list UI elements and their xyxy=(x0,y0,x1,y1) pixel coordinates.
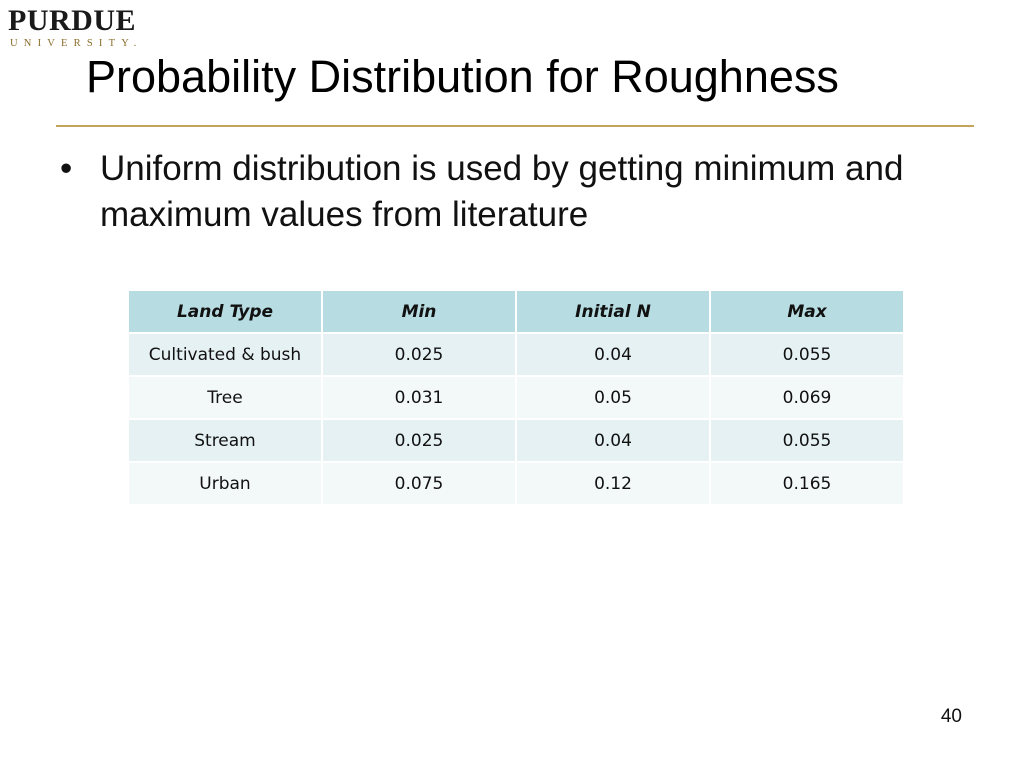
bullet-marker: • xyxy=(60,149,73,188)
cell-max: 0.069 xyxy=(709,375,905,420)
header-land-type: Land Type xyxy=(127,289,323,334)
cell-initial-n: 0.05 xyxy=(515,375,711,420)
table-row: Stream 0.025 0.04 0.055 xyxy=(127,418,905,463)
purdue-logo: PURDUE UNIVERSITY. xyxy=(8,4,148,52)
cell-max: 0.055 xyxy=(709,418,905,463)
logo-subtitle: UNIVERSITY. xyxy=(10,38,143,49)
cell-land-type: Cultivated & bush xyxy=(127,332,323,377)
table-row: Cultivated & bush 0.025 0.04 0.055 xyxy=(127,332,905,377)
header-initial-n: Initial N xyxy=(515,289,711,334)
page-number: 40 xyxy=(940,706,962,727)
cell-land-type: Tree xyxy=(127,375,323,420)
cell-land-type: Stream xyxy=(127,418,323,463)
table-header-row: Land Type Min Initial N Max xyxy=(127,289,905,334)
cell-max: 0.055 xyxy=(709,332,905,377)
cell-max: 0.165 xyxy=(709,461,905,506)
cell-land-type: Urban xyxy=(127,461,323,506)
cell-min: 0.075 xyxy=(321,461,517,506)
cell-min: 0.031 xyxy=(321,375,517,420)
table-row: Urban 0.075 0.12 0.165 xyxy=(127,461,905,506)
cell-initial-n: 0.12 xyxy=(515,461,711,506)
cell-initial-n: 0.04 xyxy=(515,418,711,463)
title-divider xyxy=(56,125,974,127)
cell-min: 0.025 xyxy=(321,332,517,377)
cell-min: 0.025 xyxy=(321,418,517,463)
slide-title: Probability Distribution for Roughness xyxy=(86,51,839,102)
roughness-table: Land Type Min Initial N Max Cultivated &… xyxy=(127,289,905,506)
cell-initial-n: 0.04 xyxy=(515,332,711,377)
bullet-text: Uniform distribution is used by getting … xyxy=(100,149,904,234)
header-min: Min xyxy=(321,289,517,334)
table-row: Tree 0.031 0.05 0.069 xyxy=(127,375,905,420)
logo-wordmark: PURDUE xyxy=(8,4,136,37)
header-max: Max xyxy=(709,289,905,334)
